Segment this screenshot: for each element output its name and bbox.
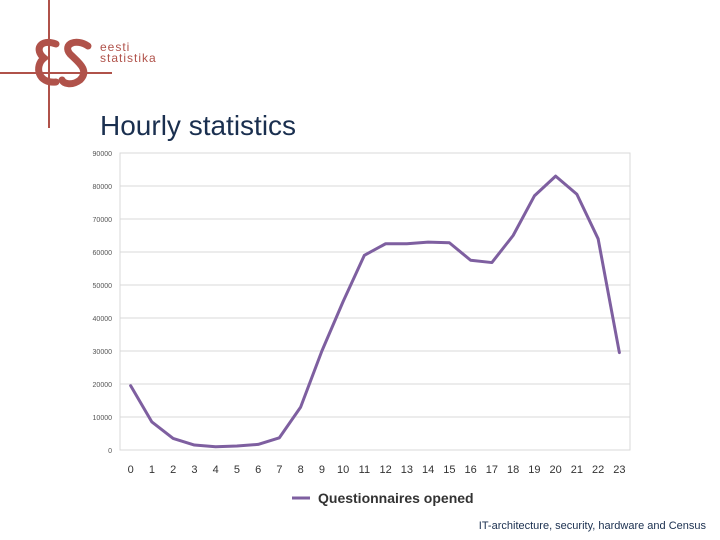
x-tick-label: 18 — [507, 464, 519, 476]
y-tick-label: 20000 — [93, 382, 113, 389]
y-tick-label: 40000 — [93, 316, 113, 323]
y-tick-label: 90000 — [93, 151, 113, 158]
series-line — [129, 174, 621, 449]
y-tick-label: 0 — [108, 448, 112, 455]
x-tick-label: 13 — [401, 464, 413, 476]
x-tick-label: 3 — [191, 464, 197, 476]
x-tick-label: 16 — [465, 464, 477, 476]
y-tick-label: 70000 — [93, 217, 113, 224]
hourly-line-chart: 0 10000 20000 30000 40000 50000 60000 70000 8000… — [93, 151, 631, 506]
x-tick-label: 10 — [337, 464, 349, 476]
x-tick-label: 9 — [319, 464, 325, 476]
x-tick-label: 8 — [298, 464, 304, 476]
footer-text: IT-architecture, security, hardware and … — [478, 520, 706, 532]
x-tick-label: 6 — [255, 464, 261, 476]
x-tick-label: 22 — [592, 464, 604, 476]
x-tick-label: 5 — [234, 464, 240, 476]
y-tick-label: 10000 — [93, 415, 113, 422]
x-tick-label: 19 — [528, 464, 540, 476]
y-tick-label: 60000 — [93, 250, 113, 257]
logo-text-line2: statistika — [100, 51, 157, 65]
x-tick-label: 11 — [359, 464, 370, 476]
x-tick-label: 20 — [550, 464, 562, 476]
x-tick-label: 7 — [276, 464, 282, 476]
logo-text: eesti statistika — [100, 40, 157, 65]
x-tick-label: 17 — [486, 464, 498, 476]
y-tick-label: 80000 — [93, 184, 113, 191]
legend-label: Questionnaires opened — [318, 490, 474, 506]
slide-title: Hourly statistics — [100, 110, 297, 141]
y-tick-label: 30000 — [93, 349, 113, 356]
logo-horizontal-line — [0, 72, 112, 74]
y-tick-label: 50000 — [93, 283, 113, 290]
logo-text-line1: eesti — [100, 40, 131, 54]
x-tick-label: 23 — [613, 464, 625, 476]
logo-vertical-line — [48, 0, 50, 128]
x-tick-label: 21 — [571, 464, 583, 476]
x-tick-label: 0 — [128, 464, 134, 476]
x-tick-label: 2 — [170, 464, 176, 476]
x-tick-label: 1 — [149, 464, 155, 476]
x-tick-label: 4 — [213, 464, 219, 476]
x-tick-label: 12 — [380, 464, 392, 476]
x-tick-label: 14 — [422, 464, 434, 476]
x-tick-label: 15 — [443, 464, 455, 476]
plot-area — [119, 152, 631, 451]
es-logo-icon — [35, 38, 92, 88]
